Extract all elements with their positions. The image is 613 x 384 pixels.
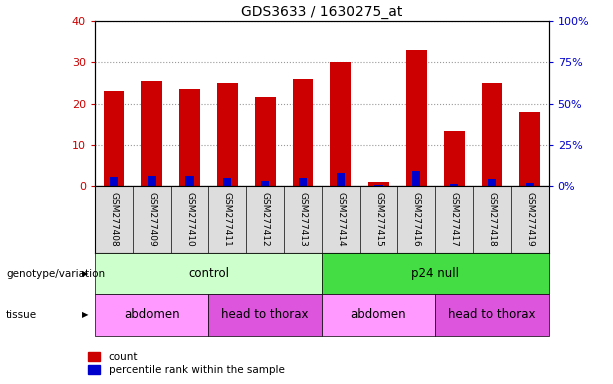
Bar (406, 50, 427, 186)
Text: GSM277410: GSM277410 (185, 192, 194, 247)
Text: GSM277415: GSM277415 (374, 192, 383, 247)
Bar (299, 178, 307, 186)
Bar (488, 179, 496, 186)
Text: tissue: tissue (6, 310, 37, 320)
Bar (444, 131, 465, 186)
Bar (255, 98, 275, 186)
Text: GSM277414: GSM277414 (336, 192, 345, 246)
Bar (482, 83, 502, 186)
Bar (261, 181, 269, 186)
Title: GDS3633 / 1630275_at: GDS3633 / 1630275_at (241, 5, 403, 19)
Text: GSM277419: GSM277419 (525, 192, 535, 247)
Bar (179, 89, 200, 186)
Text: GSM277409: GSM277409 (147, 192, 156, 247)
Text: GSM277416: GSM277416 (412, 192, 421, 247)
Bar (185, 176, 194, 186)
Text: abdomen: abdomen (351, 308, 406, 321)
Bar (412, 171, 421, 186)
Text: head to thorax: head to thorax (448, 308, 536, 321)
Bar (110, 177, 118, 186)
Text: GSM277408: GSM277408 (109, 192, 118, 247)
Bar (142, 81, 162, 186)
Bar (217, 83, 238, 186)
Bar (330, 63, 351, 186)
Text: GSM277418: GSM277418 (487, 192, 497, 247)
Text: control: control (188, 267, 229, 280)
Text: ▶: ▶ (82, 310, 89, 319)
Bar (368, 182, 389, 186)
Bar (375, 185, 383, 186)
Text: GSM277417: GSM277417 (449, 192, 459, 247)
Bar (525, 183, 534, 186)
Bar (519, 112, 540, 186)
Legend: count, percentile rank within the sample: count, percentile rank within the sample (88, 352, 284, 375)
Bar (292, 79, 313, 186)
Bar (223, 178, 232, 186)
Text: ▶: ▶ (82, 269, 89, 278)
Text: GSM277413: GSM277413 (299, 192, 308, 247)
Text: p24 null: p24 null (411, 267, 459, 280)
Text: GSM277412: GSM277412 (261, 192, 270, 246)
Bar (104, 91, 124, 186)
Bar (148, 175, 156, 186)
Bar (337, 173, 345, 186)
Text: genotype/variation: genotype/variation (6, 268, 105, 279)
Bar (450, 184, 459, 186)
Text: abdomen: abdomen (124, 308, 180, 321)
Text: GSM277411: GSM277411 (223, 192, 232, 247)
Text: head to thorax: head to thorax (221, 308, 309, 321)
